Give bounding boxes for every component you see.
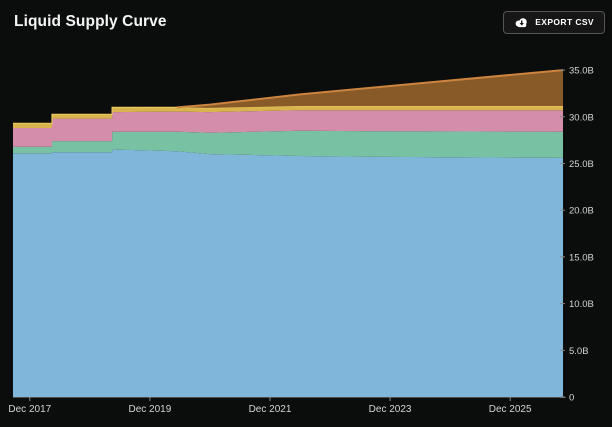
x-tick-label: Dec 2023 — [369, 404, 412, 415]
x-tick-label: Dec 2025 — [489, 404, 532, 415]
page-title: Liquid Supply Curve — [14, 13, 167, 30]
area-layer-4-gold — [13, 106, 563, 128]
y-tick-label: 0 — [569, 393, 574, 404]
export-csv-label: EXPORT CSV — [535, 17, 594, 27]
area-layer-3-pink — [13, 110, 563, 147]
x-tick-label: Dec 2021 — [249, 404, 292, 415]
y-tick-label: 15.0B — [569, 252, 594, 263]
chart-axes: Dec 2017 Dec 2019 Dec 2021 Dec 2023 Dec 2025… — [8, 66, 593, 415]
y-tick-label: 5.0B — [569, 346, 589, 357]
y-tick-label: 10.0B — [569, 299, 594, 310]
x-tick-label: Dec 2019 — [128, 404, 171, 415]
y-tick-label: 20.0B — [569, 206, 594, 217]
y-tick-label: 35.0B — [569, 66, 594, 77]
stacked-areas — [13, 69, 564, 397]
export-csv-button[interactable]: EXPORT CSV — [503, 10, 605, 34]
cloud-download-icon — [514, 17, 529, 28]
y-tick-label: 30.0B — [569, 112, 594, 123]
card-header: Liquid Supply Curve EXPORT CSV — [0, 0, 612, 44]
area-layer-1-blue — [13, 149, 563, 397]
x-tick-label: Dec 2017 — [8, 404, 51, 415]
y-tick-label: 25.0B — [569, 159, 594, 170]
area-layer-2-teal — [13, 130, 563, 158]
stroke-layer-5-brown — [176, 69, 564, 109]
